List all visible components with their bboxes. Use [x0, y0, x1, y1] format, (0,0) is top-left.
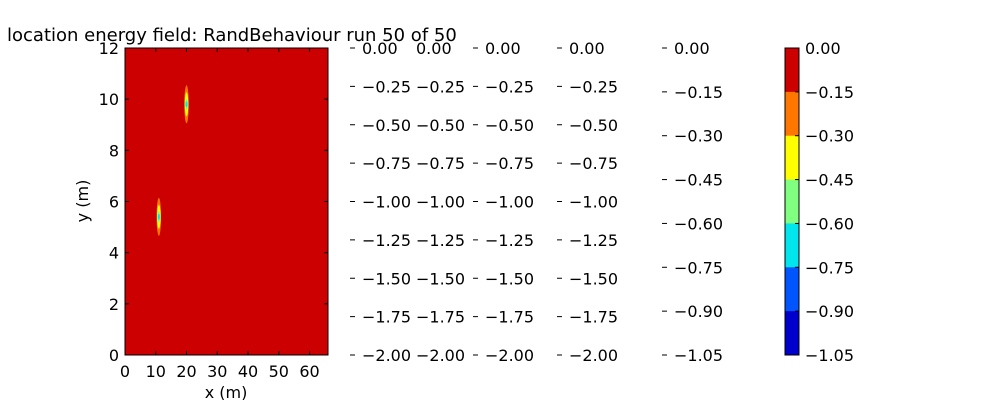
chart-title: location energy field: RandBehaviour run… [7, 25, 457, 46]
colorbar: 0.00 −0.15 −0.30 −0.45 −0.60 −0.75 −0.90 −1.05 [784, 39, 854, 365]
stray-tick-label: −1.75 [362, 308, 411, 327]
colorbar-band [785, 135, 799, 181]
x-tick-label: 50 [269, 362, 289, 381]
stray-tick-label: −0.50 [362, 116, 411, 135]
energy-field-area [125, 48, 328, 355]
stray-tick-label: −0.45 [674, 171, 723, 190]
stray-tick-label: −0.30 [674, 127, 723, 146]
stray-tick-label: −1.75 [485, 308, 534, 327]
stray-tick-label: −2.00 [362, 346, 411, 365]
y-tick-label: 8 [109, 141, 119, 160]
colorbar-frame [784, 47, 800, 356]
stray-tick-label: −0.75 [569, 154, 618, 173]
stray-tick-label: 0.00 [485, 39, 521, 58]
stray-tick-label: −2.00 [485, 346, 534, 365]
colorbar-tick-label: −0.45 [805, 171, 854, 190]
stray-tick-label: −0.50 [569, 116, 618, 135]
stray-tick-label: −0.60 [674, 214, 723, 233]
x-axis-label: x (m) [205, 383, 248, 400]
stray-tick-column-1: 0.00 −0.25 −0.50 −0.75 −1.00 −1.25 −1.50 −1.75 −… [350, 39, 411, 365]
colorbar-band [785, 267, 799, 312]
stray-tick-label: −0.75 [362, 154, 411, 173]
y-tick-label: 6 [109, 193, 119, 212]
x-tick-label: 0 [120, 362, 130, 381]
colorbar-tick-label: −0.60 [805, 214, 854, 233]
stray-tick-label: −0.50 [416, 116, 465, 135]
stray-tick-label: −0.15 [674, 83, 723, 102]
x-tick-label: 20 [176, 362, 196, 381]
colorbar-tick-label: −0.90 [805, 302, 854, 321]
stray-tick-column-5: 0.00 −0.15 −0.30 −0.45 −0.60 −0.75 −0.90 −1.05 [662, 39, 723, 365]
x-tick-label: 40 [238, 362, 258, 381]
stray-tick-label: −0.25 [569, 77, 618, 96]
y-tick-label: 12 [99, 39, 119, 58]
stray-tick-label: −1.50 [362, 269, 411, 288]
stray-tick-label: −0.75 [485, 154, 534, 173]
stray-tick-label: −1.00 [416, 193, 465, 212]
stray-tick-label: −1.05 [674, 346, 723, 365]
stray-tick-label: −1.00 [569, 193, 618, 212]
stray-tick-label: −1.75 [569, 308, 618, 327]
stray-tick-label: −1.75 [416, 308, 465, 327]
stray-tick-label: −0.75 [416, 154, 465, 173]
stray-tick-label: −1.25 [569, 231, 618, 250]
stray-tick-label: 0.00 [362, 39, 398, 58]
colorbar-band [785, 48, 799, 93]
y-tick-label: 0 [109, 346, 119, 365]
stray-tick-column-3: 0.00 −0.25 −0.50 −0.75 −1.00 −1.25 −1.50 −1.75 −… [473, 39, 534, 365]
stray-tick-label: −1.25 [362, 231, 411, 250]
stray-tick-label: −0.25 [362, 77, 411, 96]
stray-tick-label: −1.00 [485, 193, 534, 212]
colorbar-band [785, 311, 799, 356]
colorbar-tick-label: −1.05 [805, 346, 854, 365]
colorbar-band [785, 91, 799, 137]
colorbar-tick-label: −0.30 [805, 127, 854, 146]
stray-tick-label: −0.25 [416, 77, 465, 96]
stray-tick-label: 0.00 [569, 39, 605, 58]
y-axis-label: y (m) [73, 180, 92, 223]
energy-field-plot: 0 10 20 30 40 50 60 0 2 4 6 8 10 12 [99, 39, 329, 381]
stray-tick-label: 0.00 [416, 39, 452, 58]
stray-tick-column-4: 0.00 −0.25 −0.50 −0.75 −1.00 −1.25 −1.50 −1.75 −… [557, 39, 618, 365]
stray-tick-label: 0.00 [674, 39, 710, 58]
stray-tick-label: −2.00 [569, 346, 618, 365]
colorbar-band [785, 223, 799, 268]
stray-tick-label: −1.25 [485, 231, 534, 250]
stray-tick-label: −1.50 [416, 269, 465, 288]
stray-tick-label: −2.00 [416, 346, 465, 365]
x-tick-label: 10 [146, 362, 166, 381]
hotspot-2 [156, 197, 162, 236]
colorbar-band [785, 179, 799, 224]
stray-tick-label: −0.25 [485, 77, 534, 96]
stray-tick-column-2: 0.00 −0.25 −0.50 −0.75 −1.00 −1.25 −1.50 −1.75 −… [416, 39, 465, 365]
x-tick-label: 60 [299, 362, 319, 381]
y-tick-label: 4 [109, 244, 119, 263]
stray-tick-label: −0.50 [485, 116, 534, 135]
colorbar-tick-label: 0.00 [805, 39, 841, 58]
y-tick-label: 10 [99, 90, 119, 109]
colorbar-tick-label: −0.15 [805, 83, 854, 102]
hotspot-1 [184, 85, 189, 124]
stray-tick-label: −1.50 [485, 269, 534, 288]
stray-tick-label: −0.90 [674, 302, 723, 321]
stray-tick-label: −1.00 [362, 193, 411, 212]
x-tick-label: 30 [207, 362, 227, 381]
stray-tick-label: −0.75 [674, 258, 723, 277]
stray-tick-label: −1.50 [569, 269, 618, 288]
y-tick-label: 2 [109, 295, 119, 314]
stray-tick-label: −1.25 [416, 231, 465, 250]
stray-colorbar-ticks: 0.00−0.25−0.50−0.75−1.00−1.25−1.50−1.75−… [350, 39, 723, 365]
colorbar-tick-label: −0.75 [805, 258, 854, 277]
